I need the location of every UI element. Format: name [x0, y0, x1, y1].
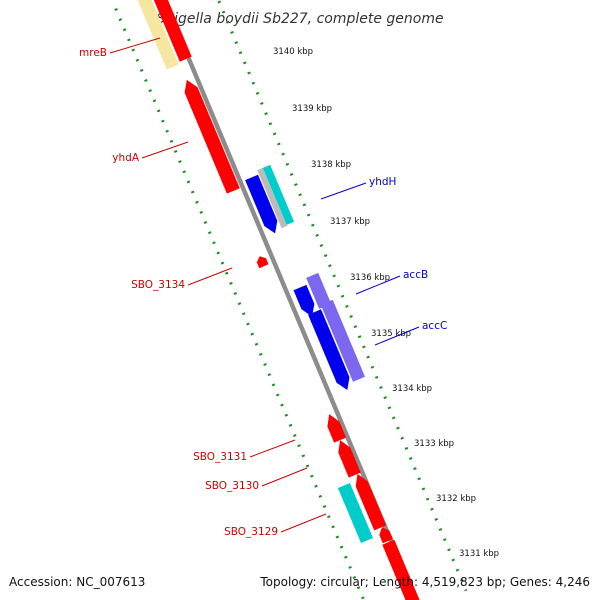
- tick-label: 3140 kbp: [273, 47, 313, 57]
- tick-label: 3134 kbp: [392, 384, 432, 394]
- gene-sbo-3128-arrow[interactable]: [379, 527, 393, 544]
- gene-accb-blue-arrow[interactable]: [293, 284, 315, 317]
- gene-accb-arrow[interactable]: [306, 272, 332, 309]
- tick-label: 3135 kbp: [371, 329, 411, 339]
- gene-sbo-3129-arrow[interactable]: [337, 483, 373, 543]
- mreb-callout-line: [109, 37, 161, 54]
- forward-strand-dotted-track: [216, 0, 468, 592]
- yhda-callout-line: [141, 141, 189, 159]
- gene-label-mreb[interactable]: mreB: [79, 47, 107, 59]
- tick-label: 3133 kbp: [414, 439, 454, 449]
- genome-backbone: [161, 0, 419, 600]
- gene-label-sbo-3130[interactable]: SBO_3130: [205, 480, 259, 492]
- gene-sbo-3130-arrow[interactable]: [355, 473, 387, 531]
- reverse-strand-dotted-track: [114, 7, 366, 600]
- gene-accc-arrow[interactable]: [320, 299, 365, 382]
- gene-label-accc[interactable]: accC: [422, 320, 447, 332]
- gene-labels: mreB yhdA yhdH SBO_3134 accB accC SBO_31…: [79, 47, 447, 538]
- gene-callouts: [109, 37, 420, 533]
- gene-label-sbo-3134[interactable]: SBO_3134: [131, 279, 185, 291]
- gene-yhdh-arrow[interactable]: [262, 164, 295, 225]
- tick-label: 3137 kbp: [330, 217, 370, 227]
- accc-callout-line: [374, 326, 420, 346]
- sbo-3130-callout-line: [261, 467, 308, 487]
- gene-sbo-3127-arrow[interactable]: [382, 539, 421, 600]
- gene-mreb-neighbor-arrow[interactable]: [151, 0, 192, 62]
- gene-label-accb[interactable]: accB: [403, 269, 428, 281]
- accb-callout-line: [355, 275, 401, 295]
- gene-mreb-arrow[interactable]: [133, 0, 179, 70]
- map-title: Shigella boydii Sb227, complete genome: [156, 11, 443, 27]
- gene-yhda-arrow[interactable]: [184, 79, 240, 194]
- tick-label: 3131 kbp: [459, 549, 499, 559]
- gene-yhdh-blue-arrow[interactable]: [245, 174, 278, 234]
- gene-label-sbo-3131[interactable]: SBO_3131: [193, 451, 247, 463]
- gene-label-yhdh[interactable]: yhdH: [369, 176, 396, 188]
- sbo-3129-callout-line: [280, 513, 327, 533]
- gene-sbo-3132-arrow[interactable]: [327, 414, 347, 443]
- tick-label: 3139 kbp: [292, 104, 332, 114]
- sbo-3131-callout-line: [249, 439, 296, 458]
- gene-sbo-3131-arrow[interactable]: [338, 440, 361, 478]
- tick-label: 3136 kbp: [350, 273, 390, 283]
- sbo-3134-callout-line: [187, 267, 233, 286]
- gene-accc-blue-arrow[interactable]: [308, 309, 350, 390]
- tick-label: 3132 kbp: [436, 494, 476, 504]
- tick-label: 3138 kbp: [311, 160, 351, 170]
- accession-text: Accession: NC_007613: [9, 575, 146, 589]
- yhdh-callout-line: [320, 182, 367, 200]
- position-ticks: 3140 kbp 3139 kbp 3138 kbp 3137 kbp 3136…: [273, 47, 499, 559]
- gene-yhdh-grey-arrow[interactable]: [257, 167, 288, 229]
- gene-label-yhda[interactable]: yhdA: [112, 152, 140, 164]
- gene-sbo-3134-arrow[interactable]: [256, 256, 269, 269]
- gene-features: [133, 0, 421, 600]
- gene-label-sbo-3129[interactable]: SBO_3129: [224, 526, 278, 538]
- genome-summary-text: Topology: circular; Length: 4,519,823 bp…: [260, 575, 590, 589]
